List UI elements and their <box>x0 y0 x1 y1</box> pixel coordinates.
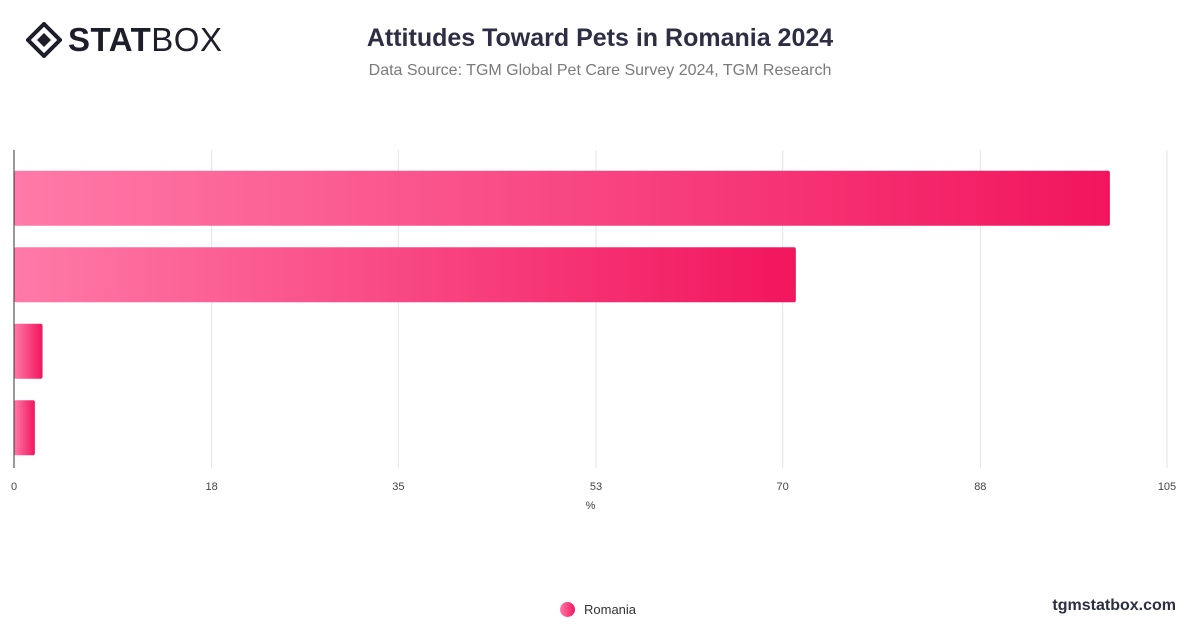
x-tick-label: 88 <box>974 481 986 493</box>
x-tick-label: 70 <box>777 481 789 493</box>
x-tick-label: 0 <box>11 481 17 493</box>
chart-subtitle: Data Source: TGM Global Pet Care Survey … <box>368 62 832 79</box>
statbox-diamond-icon <box>26 22 62 58</box>
bar-4 <box>14 400 35 456</box>
x-tick-label: 18 <box>206 481 218 493</box>
chart-title: Attitudes Toward Pets in Romania 2024 <box>366 24 834 52</box>
x-tick-label: 105 <box>1158 481 1176 493</box>
statbox-logo: STATBOX <box>26 22 222 58</box>
logo-wordmark: STATBOX <box>68 22 222 58</box>
x-axis-label: % <box>586 500 596 512</box>
logo-wordmark-light: BOX <box>151 21 223 58</box>
bar-1 <box>14 170 1110 226</box>
bar-3 <box>14 323 43 379</box>
x-tick-label: 35 <box>392 481 404 493</box>
legend-swatch-romania <box>560 602 575 617</box>
logo-wordmark-bold: STAT <box>68 21 152 58</box>
site-url: tgmstatbox.com <box>1052 597 1176 614</box>
bar-2 <box>14 247 796 303</box>
chart-legend: Romania <box>560 602 636 617</box>
x-tick-label: 53 <box>590 481 602 493</box>
legend-label-romania: Romania <box>584 602 637 617</box>
